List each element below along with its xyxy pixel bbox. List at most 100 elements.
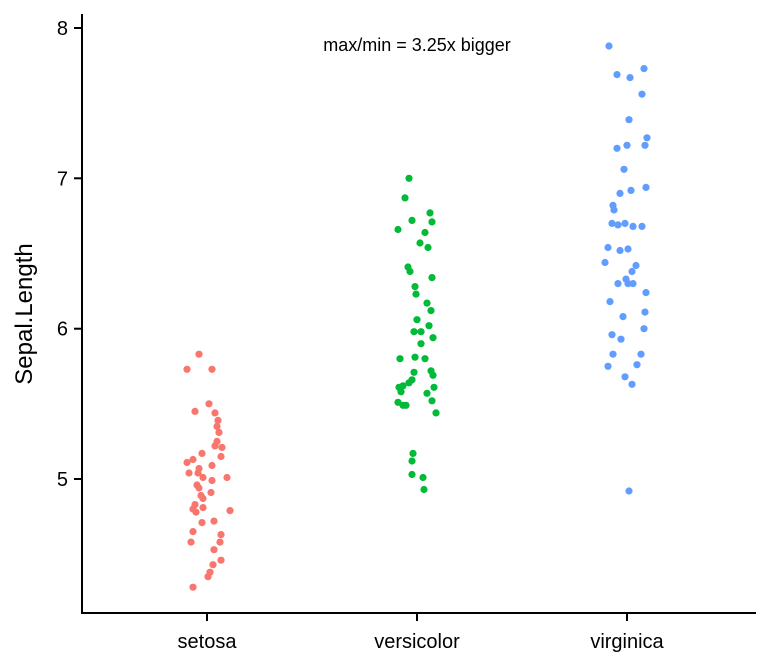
data-point-versicolor <box>421 355 429 363</box>
data-point-versicolor <box>428 397 436 405</box>
data-point-virginica <box>604 362 612 370</box>
data-point-versicolor <box>430 383 438 391</box>
points-layer <box>183 42 651 591</box>
data-point-setosa <box>195 484 203 492</box>
data-point-virginica <box>638 222 646 230</box>
data-point-setosa <box>211 442 219 450</box>
data-point-virginica <box>616 246 624 255</box>
data-point-virginica <box>637 350 645 358</box>
data-point-versicolor <box>399 382 407 390</box>
data-point-versicolor <box>417 328 425 336</box>
data-point-setosa <box>199 494 207 503</box>
y-tick-label-7: 7 <box>57 168 68 190</box>
data-point-versicolor <box>421 228 429 237</box>
data-point-virginica <box>625 487 633 495</box>
data-point-setosa <box>213 422 221 430</box>
data-point-setosa <box>217 452 225 461</box>
data-point-virginica <box>605 42 613 50</box>
data-point-setosa <box>183 458 191 467</box>
data-point-virginica <box>613 71 621 79</box>
data-point-versicolor <box>410 328 418 336</box>
data-point-setosa <box>216 538 224 546</box>
y-tick-label-8: 8 <box>57 18 68 40</box>
data-point-virginica <box>619 313 627 321</box>
data-point-virginica <box>621 373 629 381</box>
data-point-virginica <box>606 298 614 306</box>
data-point-versicolor <box>420 485 428 494</box>
data-point-setosa <box>189 528 197 536</box>
data-point-setosa <box>209 561 217 569</box>
data-point-virginica <box>601 258 609 267</box>
data-point-virginica <box>638 90 646 98</box>
data-point-setosa <box>185 469 193 477</box>
data-point-virginica <box>610 206 618 214</box>
data-point-versicolor <box>408 216 416 224</box>
data-point-versicolor <box>426 209 434 217</box>
data-point-virginica <box>641 308 649 316</box>
data-point-setosa <box>194 469 202 477</box>
data-point-versicolor <box>405 174 413 182</box>
data-point-versicolor <box>413 316 421 324</box>
data-point-virginica <box>628 380 636 388</box>
data-point-versicolor <box>416 239 424 247</box>
data-point-versicolor <box>428 218 436 226</box>
y-axis-title: Sepal.Length <box>11 243 38 384</box>
data-point-setosa <box>189 583 197 591</box>
data-point-virginica <box>613 144 621 152</box>
data-point-versicolor <box>429 371 437 379</box>
data-point-setosa <box>183 365 191 373</box>
data-point-setosa <box>195 350 203 358</box>
data-point-setosa <box>207 488 215 497</box>
data-point-virginica <box>624 245 632 253</box>
data-point-setosa <box>208 476 216 485</box>
data-point-virginica <box>608 331 616 339</box>
data-point-setosa <box>217 556 225 564</box>
data-point-versicolor <box>401 194 409 202</box>
data-point-virginica <box>627 186 635 194</box>
annotation-text: max/min = 3.25x bigger <box>323 35 511 55</box>
data-point-virginica <box>632 261 640 270</box>
data-point-setosa <box>191 407 199 415</box>
data-point-virginica <box>621 219 629 227</box>
data-point-virginica <box>625 116 633 124</box>
data-point-setosa <box>223 473 231 482</box>
data-point-virginica <box>629 222 637 230</box>
data-point-virginica <box>620 165 628 173</box>
data-point-virginica <box>633 361 641 369</box>
data-point-virginica <box>643 134 651 142</box>
x-category-label-versicolor: versicolor <box>374 631 460 653</box>
data-point-setosa <box>192 508 200 516</box>
data-point-versicolor <box>409 449 417 457</box>
data-point-setosa <box>204 573 212 581</box>
x-axis-ticks <box>206 613 628 621</box>
data-point-setosa <box>208 461 216 470</box>
data-point-virginica <box>608 219 616 227</box>
data-point-setosa <box>210 517 218 525</box>
data-point-versicolor <box>402 401 410 409</box>
data-point-setosa <box>226 507 234 515</box>
data-point-setosa <box>198 519 206 527</box>
x-category-label-virginica: virginica <box>590 631 664 653</box>
data-point-versicolor <box>423 299 431 307</box>
data-point-versicolor <box>432 409 440 417</box>
data-point-setosa <box>199 504 207 512</box>
data-point-virginica <box>628 267 636 276</box>
data-point-setosa <box>211 409 219 417</box>
data-point-setosa <box>198 449 206 457</box>
data-point-setosa <box>189 455 197 464</box>
data-point-virginica <box>616 189 624 197</box>
data-point-virginica <box>609 350 617 358</box>
data-point-versicolor <box>405 379 413 387</box>
data-point-setosa <box>187 538 195 546</box>
y-tick-label-6: 6 <box>57 319 68 341</box>
data-point-virginica <box>614 221 622 229</box>
data-point-virginica <box>640 325 648 333</box>
data-point-setosa <box>208 365 216 373</box>
data-point-setosa <box>205 400 213 408</box>
data-point-virginica <box>617 335 625 343</box>
y-axis-ticks <box>74 27 82 480</box>
data-point-versicolor <box>394 225 402 234</box>
data-point-versicolor <box>427 307 435 315</box>
data-point-setosa <box>214 416 222 424</box>
